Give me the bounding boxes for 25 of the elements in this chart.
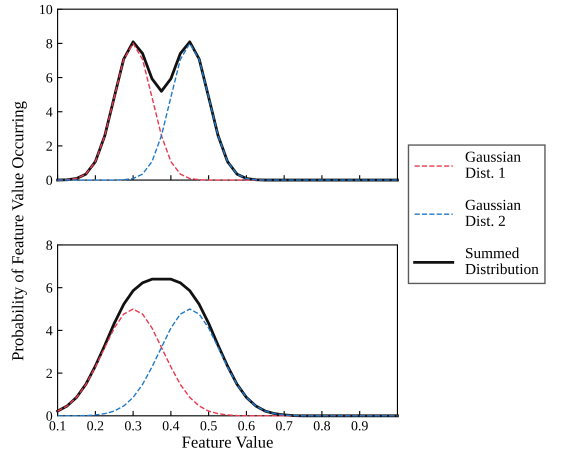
x-tick-label: 0.3 bbox=[124, 421, 142, 430]
y-tick-label: 0 bbox=[46, 176, 52, 186]
y-axis-title: Probability of Feature Value Occurring bbox=[12, 101, 27, 360]
x-tick-label: 0.5 bbox=[200, 421, 217, 430]
y-tick-label: 6 bbox=[46, 73, 52, 83]
y-tick-label: 6 bbox=[46, 283, 52, 293]
x-tick-label: 0.1 bbox=[49, 421, 66, 430]
legend-label: Gaussian Dist. 1 bbox=[465, 152, 521, 178]
x-tick-label: 0.8 bbox=[314, 421, 330, 430]
y-tick-label: 8 bbox=[46, 38, 52, 48]
x-tick-label: 0.2 bbox=[87, 421, 104, 430]
y-tick-label: 2 bbox=[46, 142, 52, 151]
y-tick-label: 2 bbox=[46, 368, 52, 378]
y-tick-label: 0 bbox=[46, 411, 52, 421]
legend-label: Gaussian Dist. 2 bbox=[465, 200, 521, 226]
legend-label: Summed Distribution bbox=[465, 247, 539, 274]
x-tick-label: 0.4 bbox=[162, 421, 180, 430]
y-tick-label: 4 bbox=[46, 326, 53, 336]
y-tick-label: 10 bbox=[40, 4, 52, 14]
y-tick-label: 8 bbox=[46, 240, 52, 250]
x-tick-label: 0.9 bbox=[352, 421, 368, 430]
y-tick-label: 4 bbox=[46, 107, 53, 117]
x-tick-label: 0.6 bbox=[238, 421, 255, 430]
x-tick-label: 0.7 bbox=[276, 421, 292, 430]
x-axis-title: Feature Value bbox=[182, 436, 273, 448]
